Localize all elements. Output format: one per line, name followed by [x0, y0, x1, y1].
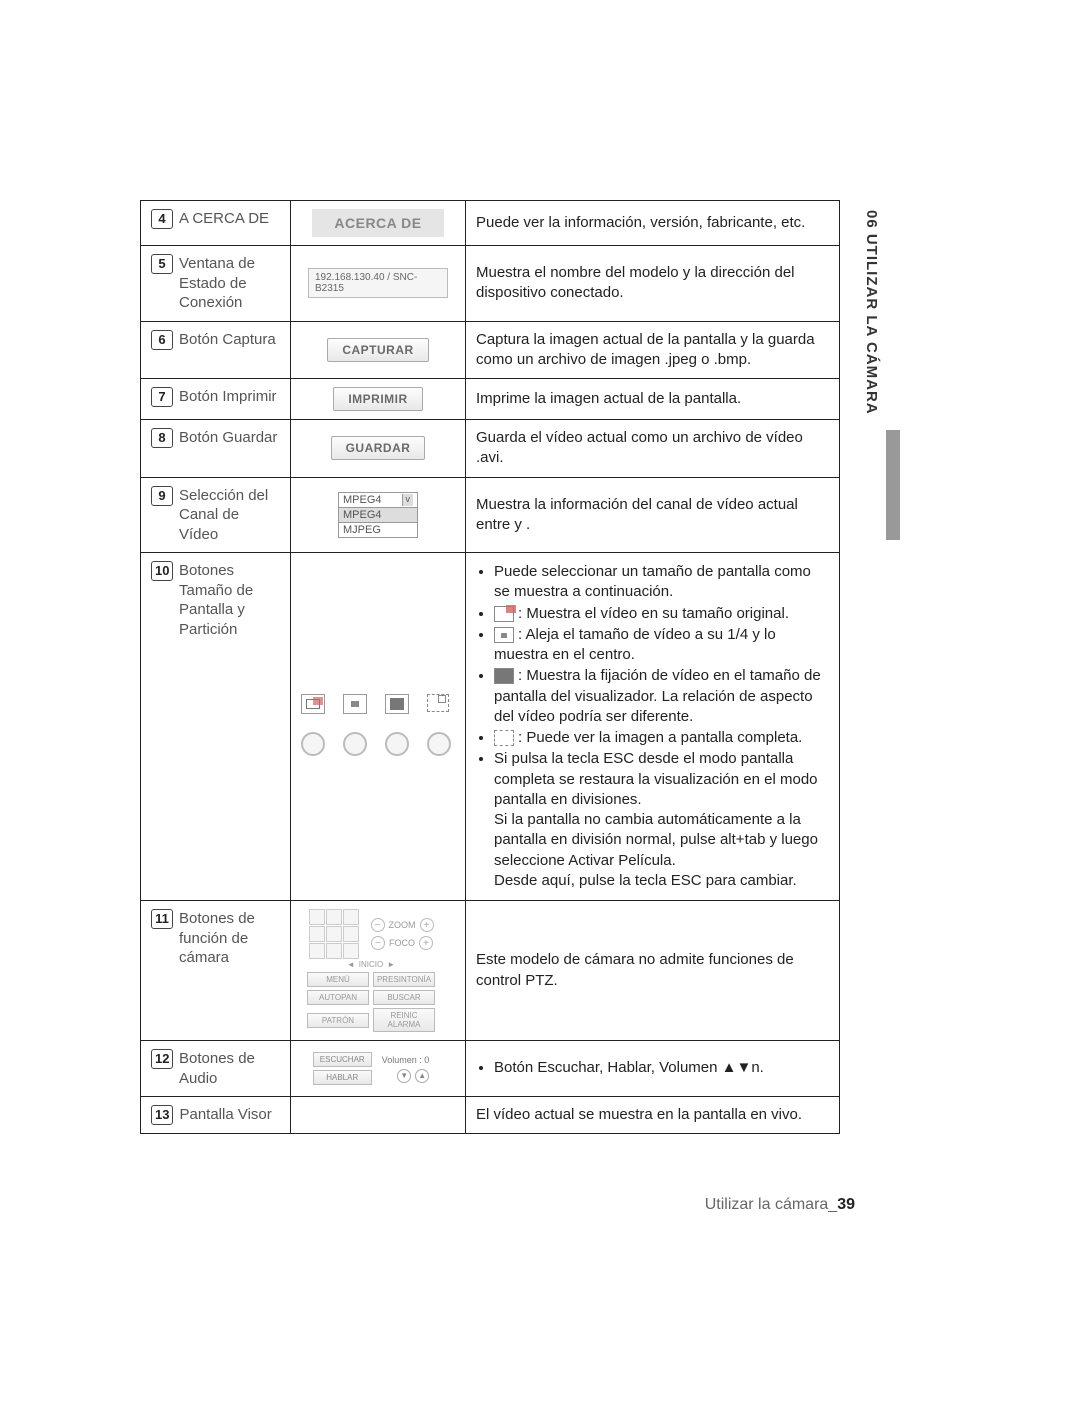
table-row: 4 A CERCA DE ACERCA DE Puede ver la info… — [141, 201, 840, 246]
size-fullscreen-icon[interactable] — [427, 694, 449, 712]
ref-number: 5 — [151, 254, 173, 274]
ref-number: 8 — [151, 428, 173, 448]
partition-button[interactable] — [343, 732, 367, 756]
size-quarter-icon[interactable] — [343, 694, 367, 714]
ref-label: Pantalla Visor — [179, 1105, 271, 1125]
ptz-scan-button[interactable]: BUSCAR — [373, 990, 435, 1005]
table-row: 9 Selección del Canal de Vídeo MPEG4v MP… — [141, 477, 840, 553]
ref-number: 13 — [151, 1105, 173, 1125]
listen-button[interactable]: ESCUCHAR — [313, 1052, 372, 1067]
audio-panel: ESCUCHAR HABLAR Volumen : 0 ▼ ▲ — [301, 1052, 441, 1085]
ref-description: Imprime la imagen actual de la pantalla. — [466, 379, 840, 420]
table-row: 7 Botón Imprimir IMPRIMIR Imprime la ima… — [141, 379, 840, 420]
ref-description: Botón Escuchar, Hablar, Volumen ▲▼n. — [466, 1041, 840, 1097]
focus-out-icon[interactable]: − — [371, 936, 385, 950]
guardar-button[interactable]: GUARDAR — [331, 436, 426, 460]
chevron-down-icon: v — [402, 494, 414, 506]
table-row: 6 Botón Captura CAPTURAR Captura la imag… — [141, 321, 840, 379]
ref-label: Botones Tamaño de Pantalla y Partición — [179, 561, 280, 639]
ref-label: Ventana de Estado de Conexión — [179, 254, 280, 313]
focus-in-icon[interactable]: + — [419, 936, 433, 950]
size-original-icon[interactable] — [301, 694, 325, 714]
partition-button[interactable] — [427, 732, 451, 756]
zoom-out-icon[interactable]: − — [371, 918, 385, 932]
size-mode-icon — [494, 668, 514, 684]
ptz-panel: −ZOOM+ −FOCO+ ◄INICIO► MENÚPRESINTONÍA A… — [301, 909, 441, 1032]
ptz-menu-button[interactable]: MENÚ — [307, 972, 369, 987]
ref-label: Botones de Audio — [179, 1049, 280, 1088]
ref-number: 7 — [151, 387, 173, 407]
ptz-dpad[interactable] — [309, 909, 359, 959]
ref-number: 6 — [151, 330, 173, 350]
ref-number: 12 — [151, 1049, 173, 1069]
ptz-preset-button[interactable]: PRESINTONÍA — [373, 972, 435, 987]
ref-number: 4 — [151, 209, 173, 229]
ref-label: A CERCA DE — [179, 209, 269, 229]
size-mode-icon — [494, 730, 514, 746]
screen-size-buttons — [301, 694, 455, 760]
ref-description: Muestra la información del canal de víde… — [466, 477, 840, 553]
ref-description: Puede ver la información, versión, fabri… — [466, 201, 840, 246]
ptz-pattern-button[interactable]: PATRÓN — [307, 1013, 369, 1028]
imprimir-button[interactable]: IMPRIMIR — [333, 387, 422, 411]
ref-label: Botón Captura — [179, 330, 276, 350]
ref-label: Selección del Canal de Vídeo — [179, 486, 280, 545]
ref-description: El vídeo actual se muestra en la pantall… — [466, 1097, 840, 1134]
ptz-autopan-button[interactable]: AUTOPAN — [307, 990, 369, 1005]
ref-description: Este modelo de cámara no admite funcione… — [466, 901, 840, 1041]
talk-button[interactable]: HABLAR — [313, 1070, 372, 1085]
table-row: 11 Botones de función de cámara −ZOOM+ −… — [141, 901, 840, 1041]
table-row: 5 Ventana de Estado de Conexión 192.168.… — [141, 246, 840, 322]
section-marker — [886, 430, 900, 540]
connection-status-box: 192.168.130.40 / SNC-B2315 — [308, 268, 448, 298]
table-row: 13 Pantalla Visor El vídeo actual se mue… — [141, 1097, 840, 1134]
ref-description: Captura la imagen actual de la pantalla … — [466, 321, 840, 379]
size-fit-icon[interactable] — [385, 694, 409, 714]
ref-label: Botones de función de cámara — [179, 909, 280, 968]
zoom-in-icon[interactable]: + — [420, 918, 434, 932]
ref-description: Guarda el vídeo actual como un archivo d… — [466, 420, 840, 478]
video-channel-select[interactable]: MPEG4v MPEG4MJPEG — [338, 492, 418, 538]
ref-label: Botón Guardar — [179, 428, 277, 448]
ref-description: Puede seleccionar un tamaño de pantalla … — [466, 553, 840, 901]
partition-button[interactable] — [385, 732, 409, 756]
partition-button[interactable] — [301, 732, 325, 756]
ptz-alarm-reset-button[interactable]: REINIC ALARMA — [373, 1008, 435, 1032]
ref-label: Botón Imprimir — [179, 387, 277, 407]
size-mode-icon — [494, 606, 514, 622]
table-row: 8 Botón Guardar GUARDAR Guarda el vídeo … — [141, 420, 840, 478]
size-mode-icon — [494, 627, 514, 643]
section-tab: 06 UTILIZAR LA CÁMARA — [863, 210, 880, 415]
page-footer: Utilizar la cámara_39 — [705, 1196, 855, 1214]
volume-up-icon[interactable]: ▲ — [415, 1069, 429, 1083]
table-row: 12 Botones de Audio ESCUCHAR HABLAR Volu… — [141, 1041, 840, 1097]
volume-label: Volumen : 0 — [382, 1055, 430, 1065]
reference-table: 4 A CERCA DE ACERCA DE Puede ver la info… — [140, 200, 840, 1134]
ref-number: 10 — [151, 561, 173, 581]
table-row: 10 Botones Tamaño de Pantalla y Partició… — [141, 553, 840, 901]
ref-number: 11 — [151, 909, 173, 929]
about-tab: ACERCA DE — [312, 209, 443, 237]
capturar-button[interactable]: CAPTURAR — [327, 338, 428, 362]
volume-down-icon[interactable]: ▼ — [397, 1069, 411, 1083]
ref-description: Muestra el nombre del modelo y la direcc… — [466, 246, 840, 322]
ref-number: 9 — [151, 486, 173, 506]
